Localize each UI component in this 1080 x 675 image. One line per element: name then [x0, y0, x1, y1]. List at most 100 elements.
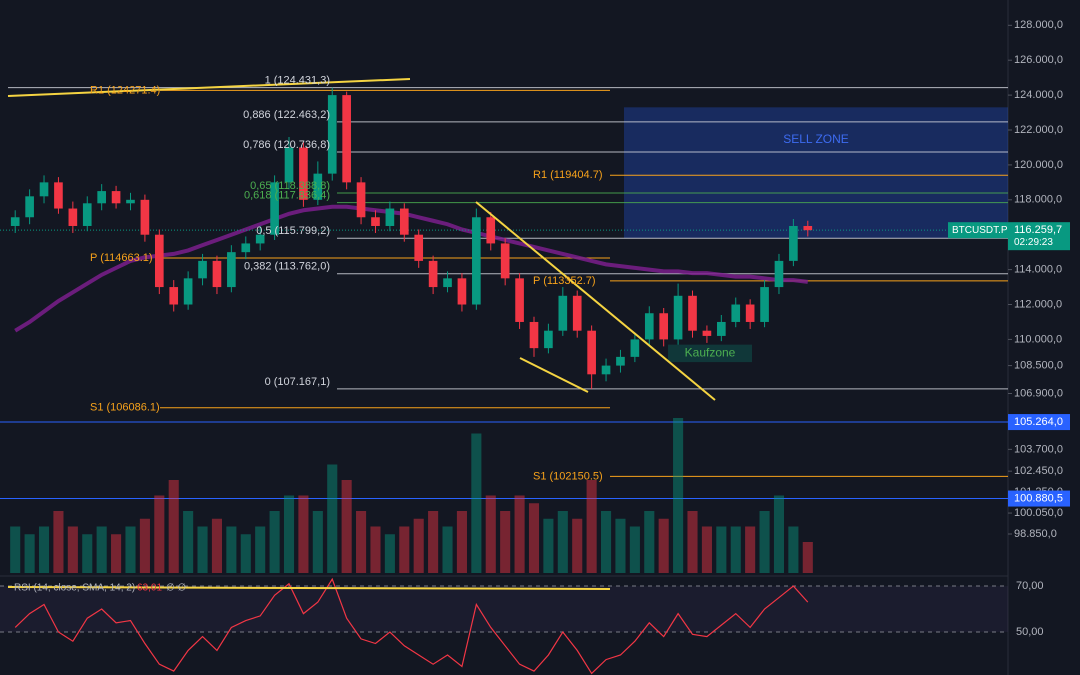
volume-bar — [629, 526, 640, 573]
candle-body — [486, 217, 496, 244]
candle-body — [270, 182, 279, 235]
candle-body — [774, 260, 784, 288]
y-tick-label: 124.000,0 — [1014, 89, 1063, 101]
volume-bar — [298, 495, 309, 573]
volume-bar — [283, 495, 295, 573]
volume-bar — [370, 526, 381, 573]
trend-line — [7, 78, 411, 97]
volume-bar — [341, 480, 352, 573]
volume-bar — [10, 526, 21, 573]
y-tick-label: 126.000,0 — [1014, 54, 1063, 66]
fib-label: 0,886 (122.463,2) — [243, 109, 330, 121]
volume-bar — [745, 526, 756, 573]
volume-bar — [269, 511, 280, 573]
pivot-label: S1 (106086.1) — [90, 402, 160, 414]
volume-bar — [154, 495, 165, 573]
candle-body — [457, 278, 467, 305]
volume-bar — [572, 518, 583, 573]
candle-body — [414, 234, 424, 261]
candle-body — [385, 208, 395, 226]
pivot-label: R1 (119404.7) — [533, 169, 603, 181]
candle-body — [169, 287, 179, 305]
volume-bar — [601, 511, 612, 573]
countdown-label: 02:29:23 — [1014, 237, 1053, 248]
y-tick-label: 70,00 — [1016, 580, 1044, 592]
fib-label: 0 (107.167,1) — [265, 376, 330, 388]
volume-bar — [399, 526, 410, 573]
candle-body — [702, 330, 712, 336]
volume-bar — [24, 534, 35, 573]
candle-body — [327, 95, 337, 174]
candle-body — [529, 321, 539, 349]
y-tick-label: 122.000,0 — [1014, 124, 1063, 136]
last-price-label: 116.259,7 — [1014, 224, 1062, 236]
candle-body — [183, 278, 193, 305]
candle-body — [399, 208, 409, 235]
pivot-label: P (114663.1) — [90, 252, 153, 264]
y-tick-label: 112.000,0 — [1014, 298, 1062, 310]
volume-bar — [442, 526, 453, 573]
price-badge-label: 105.264,0 — [1014, 416, 1063, 428]
fib-label: 0,618 (117.836,4) — [244, 190, 330, 202]
volume-bar — [168, 480, 179, 573]
candle-body — [342, 95, 351, 183]
pivot-label: P (113352.7) — [533, 275, 596, 287]
volume-bar — [528, 503, 540, 573]
y-tick-label: 100.050,0 — [1014, 507, 1063, 519]
fib-label: 0,65 (118.388,8) — [250, 180, 330, 192]
sell-zone — [624, 107, 1008, 239]
y-tick-label: 102.450,0 — [1014, 465, 1063, 477]
candle-body — [111, 191, 121, 204]
volume-bar — [255, 526, 266, 573]
volume-bar — [456, 511, 467, 573]
y-tick-label: 118.000,0 — [1014, 194, 1062, 206]
candle-body — [241, 243, 251, 253]
volume-bar — [759, 511, 770, 573]
volume-bar — [514, 495, 525, 573]
trend-line — [519, 357, 589, 393]
rsi-trend-line — [7, 586, 611, 590]
candle-body — [572, 295, 582, 331]
candle-body — [659, 313, 669, 340]
candle-body — [54, 182, 63, 209]
y-tick-label: 50,00 — [1016, 626, 1044, 638]
volume-bar — [125, 526, 136, 573]
volume-bar — [485, 495, 496, 573]
y-tick-label: 114.000,0 — [1014, 264, 1062, 276]
candle-body — [644, 313, 654, 340]
candle-body — [500, 243, 510, 279]
y-tick-label: 120.000,0 — [1014, 159, 1063, 171]
rsi-value: 63,01 — [137, 583, 162, 594]
volume-bar — [312, 511, 323, 573]
candle-body — [760, 287, 769, 322]
trend-line — [475, 201, 716, 401]
buy-zone-label: Kaufzone — [685, 346, 736, 360]
candle-body — [126, 199, 135, 204]
candle-body — [25, 196, 34, 218]
pivot-label: R1 (124271.4) — [90, 84, 160, 96]
candle-body — [154, 234, 164, 288]
volume-bar — [226, 526, 237, 573]
volume-bar — [183, 511, 194, 573]
pivot-label: S1 (102150.5) — [533, 470, 603, 482]
candle-body — [630, 339, 640, 357]
candle-body — [313, 173, 323, 200]
rsi-band — [0, 586, 1008, 633]
fib-label: 1 (124.431,3) — [265, 74, 330, 86]
candle-body — [428, 260, 438, 288]
candle-body — [789, 225, 798, 261]
candle-body — [140, 199, 150, 235]
moving-average — [14, 204, 809, 333]
y-tick-label: 98.850,0 — [1014, 528, 1057, 540]
volume-bar — [67, 526, 78, 573]
volume-bar — [788, 526, 799, 573]
volume-bar — [53, 511, 64, 573]
volume-bar — [716, 526, 727, 573]
candle-body — [284, 147, 294, 183]
candle-body — [515, 278, 524, 322]
volume-bar — [730, 526, 741, 573]
volume-bar — [139, 518, 150, 573]
volume-bar — [701, 526, 712, 573]
